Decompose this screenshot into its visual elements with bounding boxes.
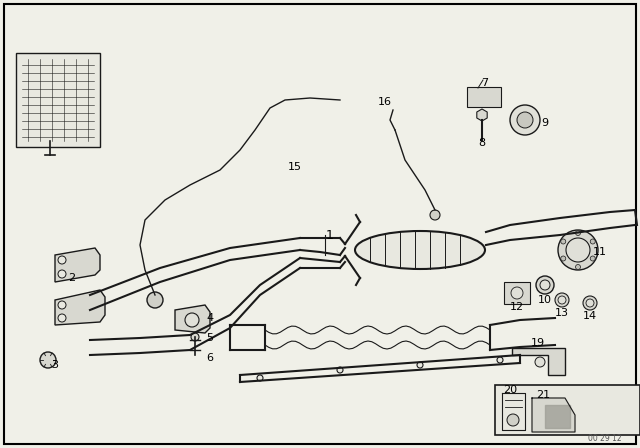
Circle shape <box>590 256 595 261</box>
Circle shape <box>58 314 66 322</box>
Text: 8: 8 <box>479 138 486 148</box>
Text: 1: 1 <box>326 228 334 241</box>
Text: 13: 13 <box>555 308 569 318</box>
Circle shape <box>536 276 554 294</box>
Circle shape <box>507 414 519 426</box>
Text: 10: 10 <box>538 295 552 305</box>
Text: 2: 2 <box>68 273 76 283</box>
Circle shape <box>586 299 594 307</box>
Circle shape <box>555 293 569 307</box>
Ellipse shape <box>355 231 485 269</box>
Circle shape <box>561 256 566 261</box>
Bar <box>495 385 640 435</box>
Polygon shape <box>55 248 100 282</box>
Circle shape <box>58 256 66 264</box>
Text: 21: 21 <box>536 390 550 400</box>
Circle shape <box>517 112 533 128</box>
Circle shape <box>575 231 580 236</box>
Circle shape <box>510 105 540 135</box>
Circle shape <box>535 357 545 367</box>
Text: 12: 12 <box>510 302 524 312</box>
Circle shape <box>147 292 163 308</box>
Circle shape <box>558 230 598 270</box>
Text: 19: 19 <box>531 338 545 348</box>
Text: 16: 16 <box>378 97 392 107</box>
Text: 15: 15 <box>288 162 302 172</box>
Text: 6: 6 <box>207 353 214 363</box>
Circle shape <box>257 375 263 381</box>
FancyBboxPatch shape <box>467 87 501 107</box>
Text: 3: 3 <box>51 360 58 370</box>
Circle shape <box>58 301 66 309</box>
Circle shape <box>561 239 566 244</box>
Circle shape <box>191 333 199 341</box>
Polygon shape <box>532 398 575 432</box>
Circle shape <box>40 352 56 368</box>
Text: 5: 5 <box>207 333 214 343</box>
Polygon shape <box>512 348 565 375</box>
Text: 20: 20 <box>503 385 517 395</box>
Circle shape <box>185 313 199 327</box>
Circle shape <box>566 238 590 262</box>
Circle shape <box>417 362 423 368</box>
Text: 14: 14 <box>583 311 597 321</box>
Circle shape <box>511 287 523 299</box>
Circle shape <box>590 239 595 244</box>
Polygon shape <box>545 405 570 428</box>
Circle shape <box>558 296 566 304</box>
Circle shape <box>337 367 343 373</box>
Text: 00 29 12: 00 29 12 <box>588 434 622 443</box>
Polygon shape <box>55 290 105 325</box>
Text: 11: 11 <box>593 247 607 257</box>
Text: 4: 4 <box>207 313 214 323</box>
Circle shape <box>430 210 440 220</box>
Circle shape <box>583 296 597 310</box>
Circle shape <box>540 280 550 290</box>
Text: 9: 9 <box>541 118 548 128</box>
Polygon shape <box>175 305 210 333</box>
FancyBboxPatch shape <box>16 53 100 147</box>
Circle shape <box>575 264 580 270</box>
Text: 7: 7 <box>481 78 488 88</box>
Circle shape <box>58 270 66 278</box>
Circle shape <box>497 357 503 363</box>
FancyBboxPatch shape <box>504 282 530 304</box>
